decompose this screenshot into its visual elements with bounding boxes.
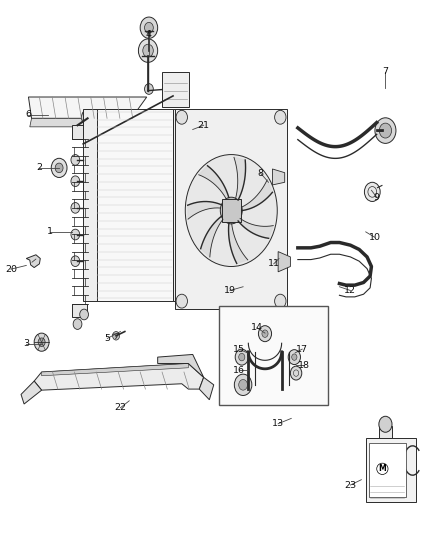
Polygon shape bbox=[272, 169, 285, 185]
Circle shape bbox=[239, 353, 245, 361]
Text: 7: 7 bbox=[382, 68, 389, 76]
Polygon shape bbox=[187, 201, 221, 219]
Circle shape bbox=[375, 118, 396, 143]
Circle shape bbox=[176, 110, 187, 124]
Circle shape bbox=[145, 84, 153, 94]
Bar bbox=[83, 109, 97, 301]
Polygon shape bbox=[30, 118, 131, 127]
Polygon shape bbox=[278, 252, 290, 272]
Bar bbox=[369, 443, 406, 497]
Text: 15: 15 bbox=[233, 345, 245, 353]
Bar bbox=[173, 109, 185, 301]
Circle shape bbox=[234, 374, 252, 395]
Circle shape bbox=[71, 229, 80, 240]
Polygon shape bbox=[199, 166, 229, 199]
Text: 6: 6 bbox=[25, 110, 32, 119]
Bar bbox=[72, 304, 87, 317]
Polygon shape bbox=[34, 364, 204, 390]
Circle shape bbox=[185, 155, 277, 266]
Text: 3: 3 bbox=[23, 340, 29, 348]
Polygon shape bbox=[199, 377, 214, 400]
Circle shape bbox=[290, 366, 302, 380]
Circle shape bbox=[379, 416, 392, 432]
Bar bbox=[96, 109, 173, 301]
Bar bbox=[175, 109, 287, 309]
Text: 22: 22 bbox=[114, 403, 127, 412]
Text: 20: 20 bbox=[5, 265, 17, 273]
Polygon shape bbox=[158, 354, 204, 377]
Text: 12: 12 bbox=[344, 286, 357, 295]
Circle shape bbox=[145, 22, 153, 33]
Text: 2: 2 bbox=[36, 164, 42, 172]
Text: 9: 9 bbox=[374, 193, 380, 201]
Circle shape bbox=[239, 379, 247, 390]
Circle shape bbox=[138, 39, 158, 62]
Bar bbox=[72, 125, 87, 139]
Polygon shape bbox=[234, 157, 246, 200]
Polygon shape bbox=[201, 216, 223, 257]
Polygon shape bbox=[238, 219, 273, 238]
Circle shape bbox=[34, 333, 49, 351]
Circle shape bbox=[364, 182, 380, 201]
Text: M: M bbox=[378, 464, 386, 473]
Circle shape bbox=[80, 309, 88, 320]
Text: 5: 5 bbox=[104, 334, 110, 343]
Circle shape bbox=[262, 330, 268, 337]
Polygon shape bbox=[28, 97, 147, 118]
Circle shape bbox=[176, 294, 187, 308]
Circle shape bbox=[71, 256, 80, 266]
Circle shape bbox=[73, 319, 82, 329]
Circle shape bbox=[258, 326, 272, 342]
Bar bbox=[379, 426, 392, 438]
Polygon shape bbox=[26, 255, 40, 268]
Polygon shape bbox=[21, 381, 42, 404]
Circle shape bbox=[38, 338, 45, 346]
Text: 17: 17 bbox=[296, 345, 308, 353]
Text: 16: 16 bbox=[233, 366, 245, 375]
Circle shape bbox=[51, 158, 67, 177]
Text: 23: 23 bbox=[344, 481, 357, 489]
Polygon shape bbox=[242, 180, 272, 211]
Circle shape bbox=[140, 17, 158, 38]
Circle shape bbox=[379, 123, 392, 138]
Circle shape bbox=[81, 110, 94, 125]
Circle shape bbox=[226, 204, 237, 217]
Bar bbox=[219, 306, 328, 405]
Text: 1: 1 bbox=[47, 228, 53, 236]
Circle shape bbox=[143, 44, 153, 57]
Circle shape bbox=[288, 350, 300, 365]
Circle shape bbox=[292, 354, 297, 360]
Text: 19: 19 bbox=[224, 286, 236, 295]
Text: 21: 21 bbox=[198, 121, 210, 130]
Text: 18: 18 bbox=[298, 361, 311, 369]
Circle shape bbox=[55, 163, 63, 173]
Bar bbox=[222, 199, 241, 222]
Text: 13: 13 bbox=[272, 419, 284, 428]
Circle shape bbox=[220, 197, 242, 224]
Text: 4: 4 bbox=[146, 30, 152, 39]
Circle shape bbox=[71, 203, 80, 213]
Text: 11: 11 bbox=[268, 260, 280, 268]
Circle shape bbox=[71, 176, 80, 187]
Circle shape bbox=[275, 294, 286, 308]
Circle shape bbox=[275, 110, 286, 124]
Bar bbox=[162, 72, 189, 107]
Bar bbox=[366, 438, 416, 502]
Circle shape bbox=[113, 332, 120, 340]
Polygon shape bbox=[42, 364, 188, 376]
Circle shape bbox=[235, 349, 248, 365]
Polygon shape bbox=[229, 223, 248, 263]
Text: 8: 8 bbox=[258, 169, 264, 177]
Text: 14: 14 bbox=[251, 324, 263, 332]
Circle shape bbox=[71, 155, 80, 165]
Text: 10: 10 bbox=[368, 233, 381, 241]
